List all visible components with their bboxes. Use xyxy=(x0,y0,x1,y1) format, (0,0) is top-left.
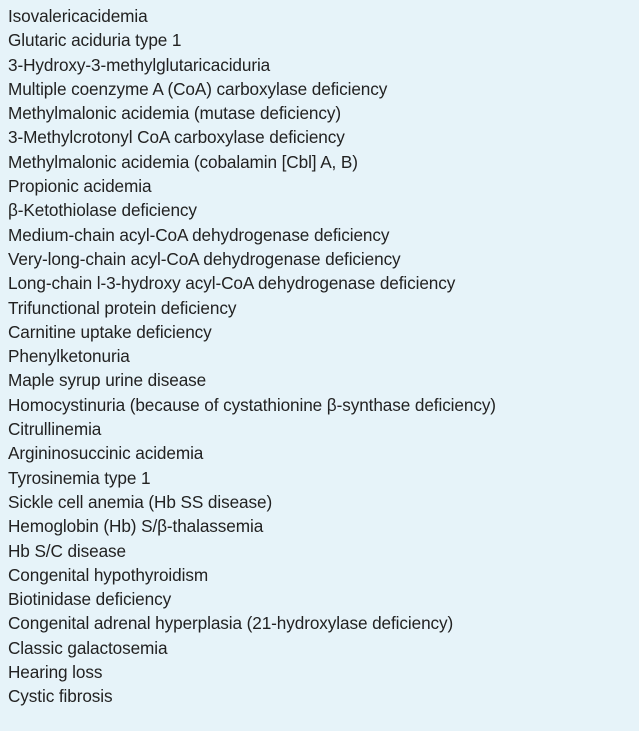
list-item: Citrullinemia xyxy=(8,419,102,440)
list-item: Very-long-chain acyl-CoA dehydrogenase d… xyxy=(8,248,401,269)
list-item: Sickle cell anemia (Hb SS disease) xyxy=(8,491,273,512)
list-item: Congenital hypothyroidism xyxy=(8,564,209,585)
list-item: Biotinidase deficiency xyxy=(8,589,172,610)
list-item: Argininosuccinic acidemia xyxy=(8,443,204,464)
list-item: Cystic fibrosis xyxy=(8,686,113,707)
list-item: Medium-chain acyl-CoA dehydrogenase defi… xyxy=(8,224,390,245)
list-item: Homocystinuria (because of cystathionine… xyxy=(8,394,496,415)
list-item: 3-Methylcrotonyl CoA carboxylase deficie… xyxy=(8,127,345,148)
list-item: Maple syrup urine disease xyxy=(8,370,207,391)
list-item: Methylmalonic acidemia (mutase deficienc… xyxy=(8,103,341,124)
list-item: Methylmalonic acidemia (cobalamin [Cbl] … xyxy=(8,151,358,172)
list-item: Classic galactosemia xyxy=(8,637,168,658)
list-item: Trifunctional protein deficiency xyxy=(8,297,237,318)
list-item: Propionic acidemia xyxy=(8,176,152,197)
disorder-list: Isovalericacidemia Glutaric aciduria typ… xyxy=(8,4,639,709)
list-item: Glutaric aciduria type 1 xyxy=(8,30,182,51)
list-item: 3-Hydroxy-3-methylglutaricaciduria xyxy=(8,54,271,75)
list-item: Phenylketonuria xyxy=(8,346,130,367)
list-item: Tyrosinemia type 1 xyxy=(8,467,151,488)
list-item: Carnitine uptake deficiency xyxy=(8,321,212,342)
list-item: Long-chain l-3-hydroxy acyl-CoA dehydrog… xyxy=(8,273,456,294)
list-item: Multiple coenzyme A (CoA) carboxylase de… xyxy=(8,78,388,99)
list-item: Hearing loss xyxy=(8,662,103,683)
list-item: β-Ketothiolase deficiency xyxy=(8,200,197,221)
list-item: Congenital adrenal hyperplasia (21-hydro… xyxy=(8,613,454,634)
list-item: Isovalericacidemia xyxy=(8,6,148,26)
list-item: Hemoglobin (Hb) S/β-thalassemia xyxy=(8,516,264,537)
list-item: Hb S/C disease xyxy=(8,540,127,561)
